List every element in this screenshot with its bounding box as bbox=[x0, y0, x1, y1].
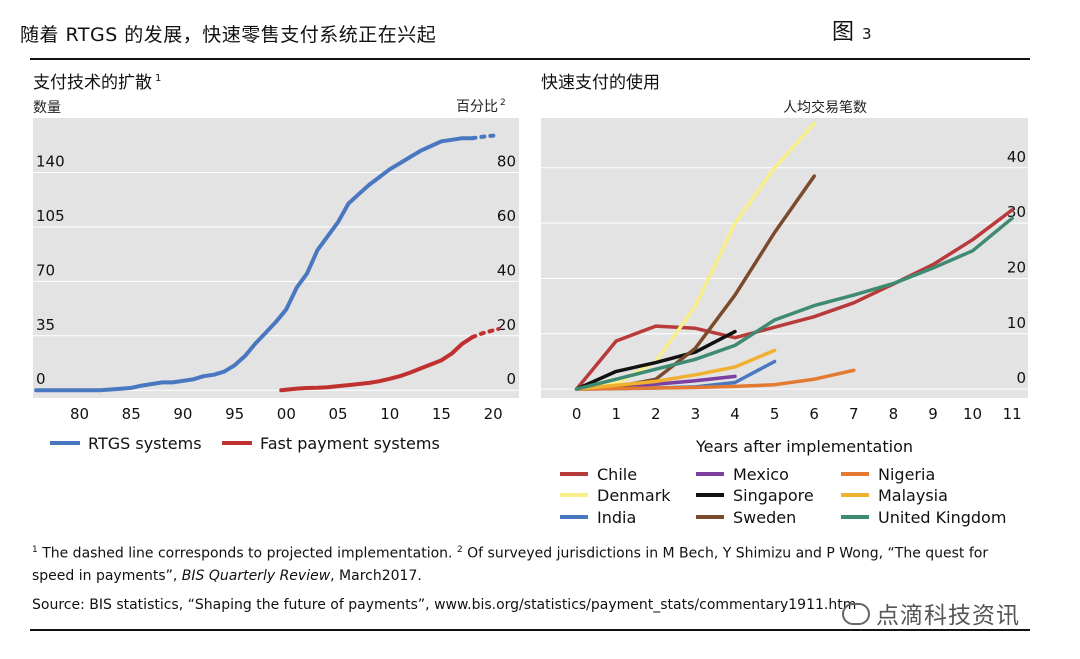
footnote-date: , March2017. bbox=[330, 567, 422, 584]
x-tick-label: 3 bbox=[691, 405, 701, 423]
series-line-united-kingdom bbox=[574, 216, 1014, 391]
x-tick-label: 7 bbox=[849, 405, 859, 423]
x-tick-label: 2 bbox=[651, 405, 661, 423]
left-ylabel-right-text: 百分比 bbox=[456, 99, 498, 115]
legend-label: Fast payment systems bbox=[260, 434, 440, 453]
figure-label-text: 图 bbox=[832, 20, 855, 45]
x-tick-label: 11 bbox=[1003, 405, 1022, 423]
footnote-journal: BIS Quarterly Review bbox=[181, 567, 331, 584]
source-line: Source: BIS statistics, “Shaping the fut… bbox=[32, 597, 857, 613]
y-tick-label-right: 80 bbox=[497, 152, 516, 170]
x-tick-label: 80 bbox=[70, 405, 89, 423]
y-tick-label-right: 20 bbox=[497, 316, 516, 334]
legend-label: Singapore bbox=[733, 486, 814, 505]
watermark: 点滴科技资讯 bbox=[842, 596, 1020, 630]
left-title-text: 支付技术的扩散 bbox=[33, 73, 152, 93]
x-axis-label: Years after implementation bbox=[695, 437, 913, 456]
x-tick-label: 00 bbox=[277, 405, 296, 423]
y-tick-label-left: 0 bbox=[36, 370, 46, 388]
footnote-marker-2: 2 bbox=[456, 545, 463, 555]
x-tick-label: 85 bbox=[122, 405, 141, 423]
x-tick-label: 20 bbox=[484, 405, 503, 423]
y-tick-label: 40 bbox=[1007, 148, 1026, 166]
y-tick-label: 0 bbox=[1016, 369, 1026, 387]
legend-label: Nigeria bbox=[878, 465, 935, 484]
left-ylabel-left: 数量 bbox=[33, 100, 61, 116]
figure-number: 3 bbox=[862, 25, 872, 43]
y-tick-label: 20 bbox=[1007, 258, 1026, 276]
wechat-icon bbox=[842, 603, 870, 625]
x-tick-label: 10 bbox=[380, 405, 399, 423]
series-line-1 bbox=[279, 335, 475, 393]
footnote-marker-1: 1 bbox=[32, 545, 38, 555]
y-tick-label-left: 105 bbox=[36, 207, 65, 225]
legend-label: Sweden bbox=[733, 508, 796, 527]
x-tick-label: 6 bbox=[809, 405, 819, 423]
right-panel-title: 快速支付的使用 bbox=[541, 73, 660, 93]
left-panel-title: 支付技术的扩散 1 bbox=[33, 68, 161, 93]
header-title: 随着 RTGS 的发展，快速零售支付系统正在兴起 bbox=[20, 24, 437, 46]
series-line-singapore bbox=[574, 329, 737, 391]
plot-area bbox=[33, 118, 519, 398]
footnote-text-1: The dashed line corresponds to projected… bbox=[42, 545, 453, 562]
x-tick-label: 95 bbox=[225, 405, 244, 423]
right-ylabel: 人均交易笔数 bbox=[783, 100, 867, 116]
bottom-rule bbox=[30, 629, 1030, 631]
series-line-chile bbox=[574, 208, 1014, 391]
y-tick-label-right: 0 bbox=[506, 370, 516, 388]
x-tick-label: 4 bbox=[730, 405, 740, 423]
x-tick-label: 05 bbox=[328, 405, 347, 423]
legend-label: Mexico bbox=[733, 465, 789, 484]
series-line-0 bbox=[34, 136, 475, 393]
x-tick-label: 90 bbox=[173, 405, 192, 423]
x-tick-label: 10 bbox=[963, 405, 982, 423]
legend-label: India bbox=[597, 508, 636, 527]
x-tick-label: 15 bbox=[432, 405, 451, 423]
x-tick-label: 1 bbox=[611, 405, 621, 423]
x-tick-label: 9 bbox=[928, 405, 938, 423]
left-title-note: 1 bbox=[155, 73, 162, 85]
series-projection-1 bbox=[470, 327, 501, 340]
x-tick-label: 0 bbox=[572, 405, 582, 423]
x-tick-label: 5 bbox=[770, 405, 780, 423]
y-tick-label-left: 35 bbox=[36, 316, 55, 334]
y-tick-label-left: 70 bbox=[36, 261, 55, 279]
legend-label: Chile bbox=[597, 465, 637, 484]
legend-label: Denmark bbox=[597, 486, 671, 505]
series-projection-0 bbox=[470, 133, 501, 141]
footnote-text-2: Of surveyed jurisdictions in M Bech, Y S… bbox=[32, 545, 989, 584]
watermark-text: 点滴科技资讯 bbox=[876, 603, 1020, 629]
series-line-nigeria bbox=[574, 368, 856, 391]
left-ylabel-right-note: 2 bbox=[500, 98, 506, 109]
footnote: 1 The dashed line corresponds to project… bbox=[32, 539, 1032, 587]
top-rule bbox=[30, 58, 1030, 60]
y-tick-label: 10 bbox=[1007, 314, 1026, 332]
plot-area bbox=[541, 118, 1028, 398]
legend-label: Malaysia bbox=[878, 486, 948, 505]
y-tick-label-right: 60 bbox=[497, 207, 516, 225]
x-tick-label: 8 bbox=[889, 405, 899, 423]
left-ylabel-right: 百分比 2 bbox=[456, 96, 506, 116]
y-tick-label-left: 140 bbox=[36, 152, 65, 170]
legend-label: RTGS systems bbox=[88, 434, 202, 453]
y-tick-label-right: 40 bbox=[497, 261, 516, 279]
series-line-malaysia bbox=[574, 348, 777, 391]
legend-label: United Kingdom bbox=[878, 508, 1006, 527]
